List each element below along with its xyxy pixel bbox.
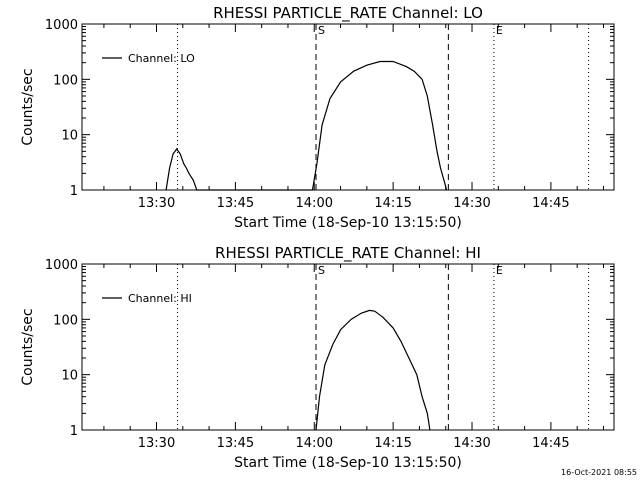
- panel-2: RHESSI PARTICLE_RATE Channel: HI Start Ti…: [20, 244, 615, 471]
- chart-title: RHESSI PARTICLE_RATE Channel: HI: [215, 244, 481, 263]
- x-tick-label: 14:15: [374, 436, 411, 451]
- x-tick-label: 13:45: [217, 436, 254, 451]
- x-tick-label: 13:45: [217, 196, 254, 211]
- x-tick-label: 14:45: [532, 196, 569, 211]
- marker-label: E: [496, 264, 503, 277]
- y-axis-label: Counts/sec: [20, 68, 36, 145]
- plot-frame: [81, 263, 615, 431]
- y-tick-label: 1000: [45, 18, 78, 33]
- marker-label: S: [318, 264, 325, 277]
- x-axis-label: Start Time (18-Sep-10 13:15:50): [234, 215, 462, 231]
- y-tick-label: 1: [70, 184, 78, 199]
- x-tick-label: 14:30: [453, 436, 490, 451]
- legend-entry: Channel: HI: [128, 292, 192, 305]
- y-tick-label: 10: [61, 369, 78, 384]
- x-tick-label: 14:30: [453, 196, 490, 211]
- x-tick-label: 14:00: [296, 196, 333, 211]
- y-tick-label: 1: [70, 424, 78, 439]
- panel-1: RHESSI PARTICLE_RATE Channel: LO Start Ti…: [20, 4, 615, 231]
- x-tick-label: 13:30: [138, 196, 175, 211]
- x-tick-label: 14:15: [374, 196, 411, 211]
- plot-frame: [81, 23, 615, 191]
- legend-entry: Channel: LO: [128, 52, 195, 65]
- chart-title: RHESSI PARTICLE_RATE Channel: LO: [213, 4, 483, 23]
- x-tick-label: 14:00: [296, 436, 333, 451]
- x-tick-label: 13:30: [138, 436, 175, 451]
- marker-label: E: [496, 24, 503, 37]
- y-tick-label: 100: [53, 73, 78, 88]
- marker-label: S: [318, 24, 325, 37]
- footer-timestamp: 16-Oct-2021 08:55: [561, 468, 637, 477]
- y-axis-label: Counts/sec: [20, 308, 36, 385]
- x-tick-label: 14:45: [532, 436, 569, 451]
- y-tick-label: 100: [53, 313, 78, 328]
- series-line: [165, 60, 448, 191]
- x-axis-label: Start Time (18-Sep-10 13:15:50): [234, 455, 462, 471]
- series-line: [315, 309, 431, 431]
- y-tick-label: 10: [61, 129, 78, 144]
- y-tick-label: 1000: [45, 258, 78, 273]
